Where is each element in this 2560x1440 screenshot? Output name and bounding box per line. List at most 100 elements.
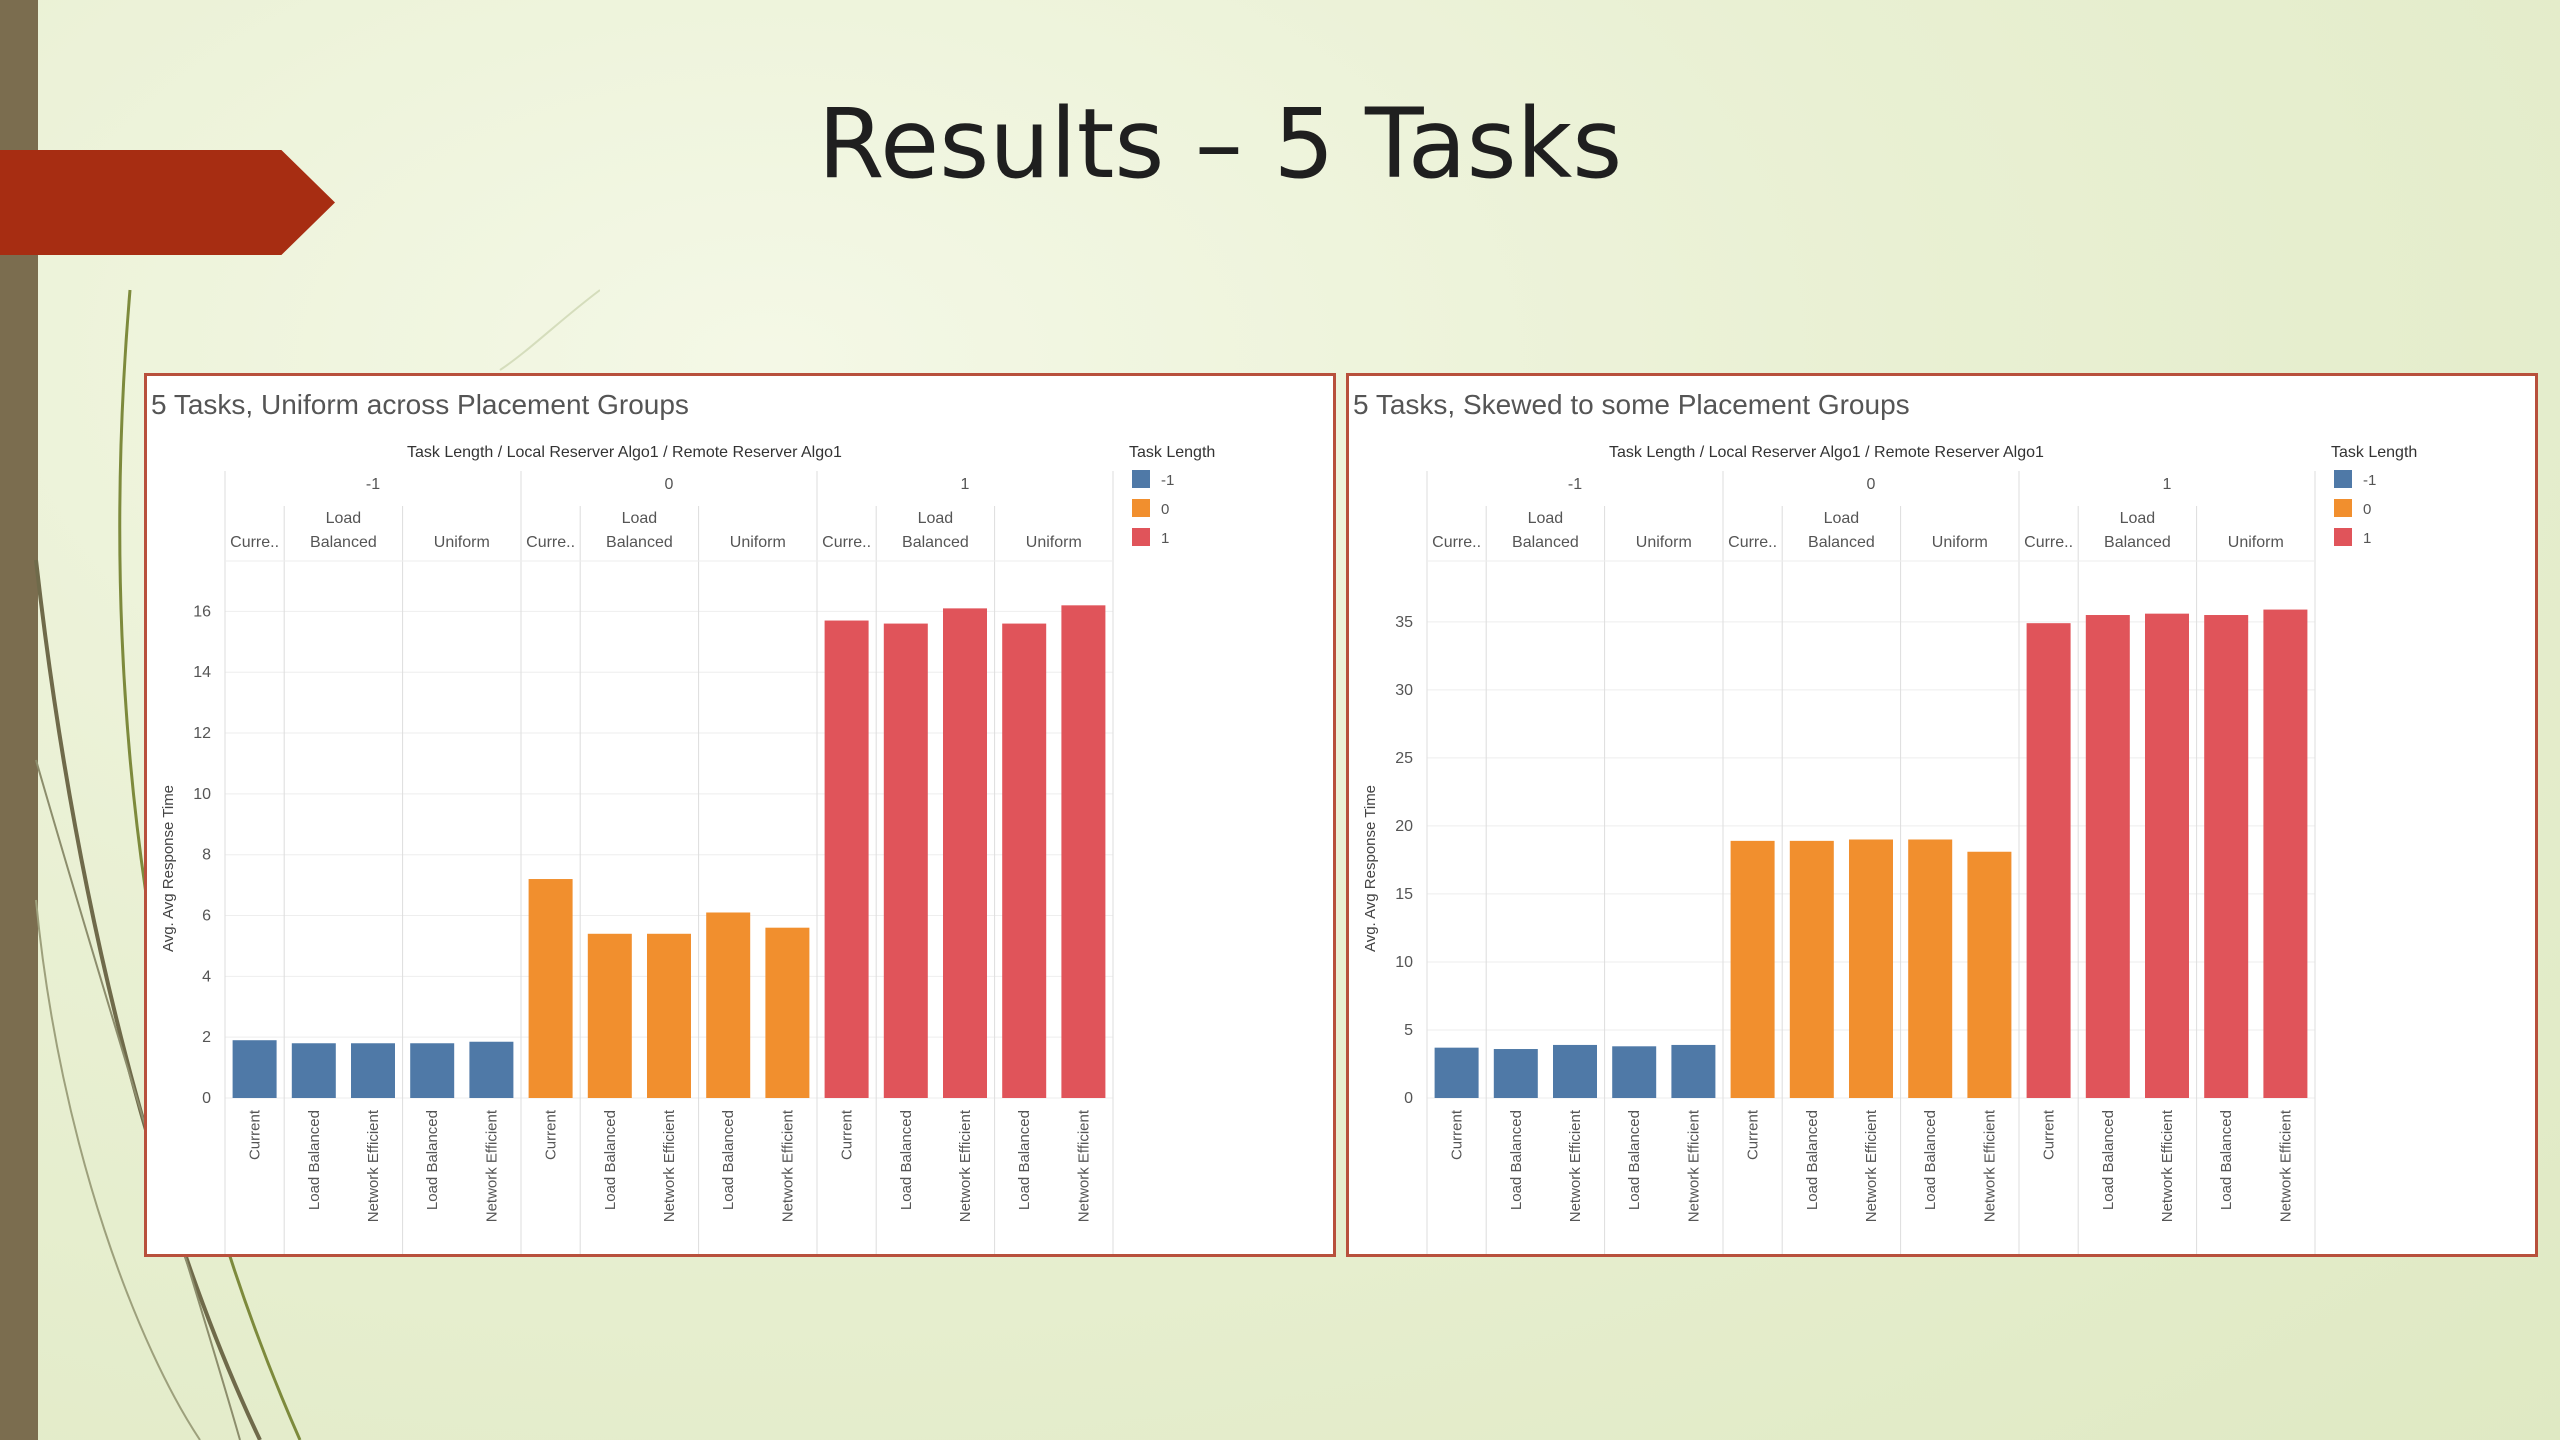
chart-header: Task Length / Local Reserver Algo1 / Rem… [1609,444,2044,461]
subgroup-label: Balanced [2104,534,2171,551]
bar-tasklen-1-0-0 [824,620,869,1098]
chart-title: 5 Tasks, Skewed to some Placement Groups [1353,389,1910,420]
legend-label: 1 [2363,530,2371,547]
y-tick-label: 12 [193,725,211,742]
x-tick-label: Load Balanced [2218,1110,2235,1210]
bar-tasklen-0-1-0 [587,933,632,1098]
subgroup-label: Curre.. [2024,534,2073,551]
bar-tasklen-0-1-1 [1849,839,1893,1098]
subgroup-label: Uniform [1636,534,1692,551]
x-tick-label: Network Efficient [1981,1109,1998,1222]
x-tick-label: Network Efficient [2159,1109,2176,1222]
legend-swatch [2334,470,2352,488]
x-tick-label: Network Efficient [957,1109,974,1222]
subgroup-label: Load [1824,510,1860,527]
x-tick-label: Current [543,1109,560,1160]
bar-tasklen--1-2-0 [1612,1046,1657,1098]
y-tick-label: 4 [202,968,211,985]
x-tick-label: Current [247,1109,264,1160]
x-tick-label: Current [1745,1109,1762,1160]
subgroup-label: Uniform [2228,534,2284,551]
legend-swatch [1132,499,1150,517]
group-label: 1 [2163,476,2172,493]
subgroup-label: Balanced [1512,534,1579,551]
subgroup-label: Curre.. [1432,534,1481,551]
group-label: 1 [961,476,970,493]
subgroup-label: Load [622,510,658,527]
bar-tasklen-0-0-0 [1730,840,1775,1098]
bar-tasklen-1-1-1 [943,608,987,1098]
legend-swatch [2334,528,2352,546]
bar-tasklen--1-2-1 [469,1041,514,1098]
y-tick-label: 30 [1395,682,1413,699]
subgroup-label: Uniform [730,534,786,551]
y-tick-label: 0 [202,1090,211,1107]
bar-chart-skewed: 5 Tasks, Skewed to some Placement Groups… [1353,389,2417,1254]
subgroup-label: Balanced [310,534,377,551]
bar-tasklen--1-2-0 [410,1043,455,1098]
subgroup-label: Uniform [1932,534,1988,551]
legend-title: Task Length [1129,444,1215,461]
bar-tasklen-0-0-0 [528,879,573,1098]
y-tick-label: 14 [193,664,211,681]
x-tick-label: Network Efficient [365,1109,382,1222]
legend-label: 1 [1161,530,1169,547]
y-tick-label: 10 [193,786,211,803]
x-tick-label: Load Balanced [898,1110,915,1210]
bar-tasklen-0-1-0 [1789,840,1834,1098]
slide-title: Results – 5 Tasks [817,88,1623,200]
x-tick-label: Network Efficient [1075,1109,1092,1222]
subgroup-label: Curre.. [1728,534,1777,551]
subgroup-label: Load [2120,510,2156,527]
x-tick-label: Load Balanced [2100,1110,2117,1210]
x-tick-label: Network Efficient [1863,1109,1880,1222]
legend-swatch [1132,470,1150,488]
y-tick-label: 16 [193,603,211,620]
bar-tasklen-1-1-1 [2145,613,2189,1098]
y-tick-label: 0 [1404,1090,1413,1107]
x-tick-label: Load Balanced [1804,1110,1821,1210]
x-tick-label: Load Balanced [306,1110,323,1210]
legend-label: 0 [1161,501,1169,518]
subgroup-label: Curre.. [526,534,575,551]
bar-tasklen-1-1-0 [2085,615,2130,1098]
x-tick-label: Current [839,1109,856,1160]
legend-label: -1 [1161,472,1174,489]
subgroup-label: Load [918,510,954,527]
subgroup-label: Balanced [1808,534,1875,551]
bar-tasklen-0-2-0 [1908,839,1953,1098]
x-tick-label: Load Balanced [720,1110,737,1210]
title-arrow-banner [0,150,335,255]
subgroup-label: Balanced [902,534,969,551]
bar-tasklen--1-1-1 [1553,1044,1597,1098]
x-tick-label: Current [1449,1109,1466,1160]
legend-label: 0 [2363,501,2371,518]
x-tick-label: Load Balanced [1016,1110,1033,1210]
y-tick-label: 10 [1395,954,1413,971]
y-tick-label: 20 [1395,818,1413,835]
x-tick-label: Load Balanced [1626,1110,1643,1210]
x-tick-label: Load Balanced [1922,1110,1939,1210]
subgroup-label: Load [326,510,362,527]
x-tick-label: Current [2041,1109,2058,1160]
bar-tasklen--1-0-0 [1434,1047,1479,1098]
group-label: -1 [366,476,380,493]
y-tick-label: 2 [202,1029,211,1046]
bar-tasklen-0-1-1 [647,933,691,1098]
y-tick-label: 35 [1395,614,1413,631]
bar-tasklen-1-2-1 [2263,609,2308,1098]
group-label: -1 [1568,476,1582,493]
x-tick-label: Network Efficient [1685,1109,1702,1222]
group-label: 0 [1867,476,1876,493]
x-tick-label: Network Efficient [1567,1109,1584,1222]
x-tick-label: Network Efficient [661,1109,678,1222]
y-axis-label: Avg. Avg Response Time [160,785,177,952]
y-axis-label: Avg. Avg Response Time [1362,785,1379,952]
bar-tasklen-1-2-0 [1002,623,1047,1098]
bar-chart-uniform: 5 Tasks, Uniform across Placement Groups… [151,389,1215,1254]
legend-label: -1 [2363,472,2376,489]
y-tick-label: 25 [1395,750,1413,767]
y-tick-label: 8 [202,847,211,864]
chart-panel-skewed: 5 Tasks, Skewed to some Placement Groups… [1346,373,2538,1257]
x-tick-label: Network Efficient [2277,1109,2294,1222]
